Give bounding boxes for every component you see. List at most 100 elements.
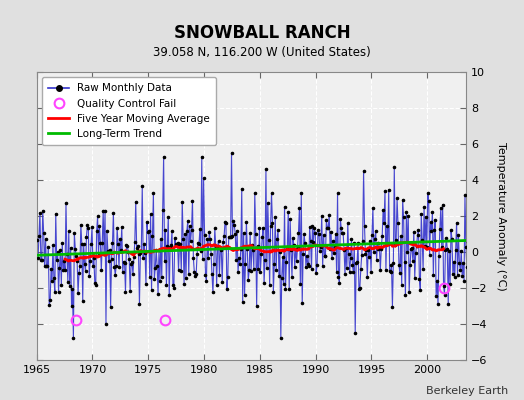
Point — [66, 283, 74, 290]
Point — [90, 255, 98, 261]
Point — [171, 235, 179, 241]
Point — [397, 233, 405, 239]
Point — [285, 286, 293, 292]
Point — [52, 256, 61, 263]
Point — [144, 229, 152, 235]
Point — [71, 246, 80, 252]
Point — [33, 237, 41, 244]
Point — [452, 219, 461, 226]
Point — [77, 222, 85, 228]
Point — [379, 207, 387, 213]
Point — [140, 241, 148, 248]
Point — [227, 150, 236, 156]
Point — [369, 249, 378, 256]
Point — [59, 266, 68, 273]
Point — [125, 256, 134, 262]
Point — [149, 190, 158, 196]
Point — [340, 247, 348, 253]
Point — [380, 220, 388, 227]
Point — [192, 270, 200, 277]
Point — [118, 268, 127, 275]
Point — [435, 253, 443, 259]
Point — [289, 235, 297, 241]
Point — [203, 235, 212, 242]
Point — [358, 238, 367, 244]
Point — [465, 251, 474, 257]
Point — [168, 228, 176, 234]
Point — [290, 242, 298, 248]
Point — [89, 263, 97, 269]
Point — [458, 273, 466, 280]
Point — [400, 258, 409, 265]
Point — [423, 190, 432, 196]
Point — [85, 272, 93, 279]
Point — [78, 241, 86, 247]
Point — [187, 238, 195, 244]
Point — [117, 223, 126, 230]
Point — [55, 265, 63, 272]
Point — [462, 244, 470, 250]
Point — [117, 247, 125, 253]
Point — [51, 211, 60, 217]
Point — [315, 230, 323, 237]
Point — [119, 258, 128, 265]
Point — [369, 205, 377, 211]
Point — [241, 292, 249, 298]
Point — [274, 226, 282, 233]
Point — [312, 269, 320, 276]
Point — [218, 279, 226, 286]
Point — [454, 232, 463, 238]
Point — [46, 297, 54, 303]
Point — [225, 234, 234, 241]
Point — [355, 286, 363, 292]
Point — [460, 278, 468, 284]
Point — [292, 258, 301, 264]
Point — [384, 241, 392, 248]
Point — [398, 282, 406, 288]
Point — [254, 243, 262, 249]
Point — [196, 248, 205, 254]
Point — [348, 262, 357, 268]
Point — [61, 266, 69, 273]
Point — [253, 302, 261, 309]
Point — [315, 248, 324, 254]
Point — [432, 293, 440, 299]
Point — [408, 244, 416, 251]
Text: Berkeley Earth: Berkeley Earth — [426, 386, 508, 396]
Point — [58, 240, 67, 246]
Point — [128, 259, 136, 265]
Point — [311, 230, 320, 236]
Point — [300, 231, 308, 238]
Point — [82, 234, 91, 240]
Point — [75, 270, 83, 276]
Point — [431, 217, 440, 223]
Point — [435, 226, 444, 232]
Point — [94, 252, 103, 258]
Point — [134, 251, 143, 258]
Point — [269, 288, 278, 295]
Point — [134, 242, 142, 249]
Point — [92, 282, 100, 288]
Point — [387, 262, 396, 269]
Point — [54, 289, 63, 295]
Point — [302, 264, 310, 270]
Point — [139, 254, 147, 261]
Point — [88, 224, 96, 230]
Point — [257, 251, 266, 257]
Point — [359, 168, 368, 174]
Point — [207, 250, 215, 257]
Point — [390, 164, 398, 170]
Point — [224, 274, 232, 280]
Point — [407, 246, 415, 252]
Point — [116, 236, 124, 242]
Point — [86, 258, 94, 265]
Point — [83, 222, 92, 228]
Point — [50, 275, 58, 281]
Point — [399, 214, 408, 220]
Point — [459, 260, 467, 266]
Point — [352, 260, 361, 266]
Point — [49, 242, 57, 248]
Point — [76, 262, 84, 269]
Point — [247, 268, 255, 274]
Point — [195, 241, 203, 248]
